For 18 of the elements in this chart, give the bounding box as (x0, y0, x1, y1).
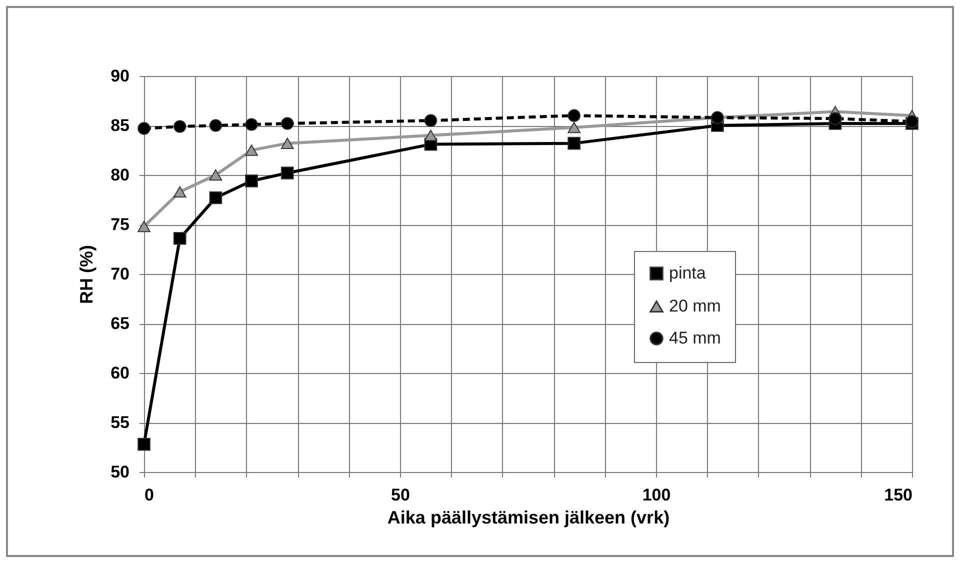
y-tick-label: 60 (110, 364, 130, 382)
y-tick-label: 50 (110, 462, 130, 482)
y-tick-label: 75 (110, 215, 130, 234)
y-axis-title: RH (%) (76, 245, 97, 304)
y-tick-label: 80 (110, 166, 130, 184)
legend-label: 20 mm (669, 296, 721, 316)
x-axis-title: Aika päällystämisen jälkeen (vrk) (387, 508, 670, 528)
legend-label: pinta (669, 264, 706, 282)
legend-label: 45 mm (669, 328, 721, 348)
x-tick-label: 150 (884, 486, 912, 504)
x-tick-label: 100 (642, 486, 671, 504)
y-tick-label: 55 (110, 413, 130, 432)
y-tick-label: 85 (110, 116, 130, 135)
y-tick-label: 90 (110, 66, 130, 86)
y-tick-label: 70 (110, 264, 130, 284)
x-tick-label: 0 (144, 486, 154, 504)
x-tick-label: 50 (391, 486, 410, 504)
y-tick-label: 65 (110, 314, 130, 333)
